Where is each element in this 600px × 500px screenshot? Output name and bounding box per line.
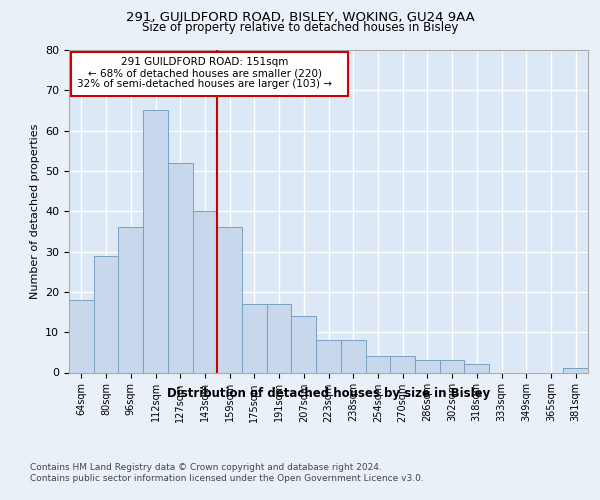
Text: 291 GUILDFORD ROAD: 151sqm: 291 GUILDFORD ROAD: 151sqm [121, 58, 289, 68]
Bar [94, 256, 118, 372]
Bar [193, 211, 217, 372]
Bar [118, 228, 143, 372]
Bar [563, 368, 588, 372]
Bar [341, 340, 365, 372]
Text: Contains public sector information licensed under the Open Government Licence v3: Contains public sector information licen… [30, 474, 424, 483]
Y-axis label: Number of detached properties: Number of detached properties [29, 124, 40, 299]
Bar [390, 356, 415, 372]
Bar [440, 360, 464, 372]
Text: Size of property relative to detached houses in Bisley: Size of property relative to detached ho… [142, 22, 458, 35]
Text: Contains HM Land Registry data © Crown copyright and database right 2024.: Contains HM Land Registry data © Crown c… [30, 462, 382, 471]
Bar [267, 304, 292, 372]
Bar [71, 52, 348, 96]
Bar [292, 316, 316, 372]
Bar [415, 360, 440, 372]
Bar [69, 300, 94, 372]
Text: 291, GUILDFORD ROAD, BISLEY, WOKING, GU24 9AA: 291, GUILDFORD ROAD, BISLEY, WOKING, GU2… [125, 11, 475, 24]
Bar [365, 356, 390, 372]
Bar [143, 110, 168, 372]
Bar [316, 340, 341, 372]
Text: 32% of semi-detached houses are larger (103) →: 32% of semi-detached houses are larger (… [77, 79, 332, 89]
Bar [168, 163, 193, 372]
Bar [242, 304, 267, 372]
Text: Distribution of detached houses by size in Bisley: Distribution of detached houses by size … [167, 388, 490, 400]
Bar [464, 364, 489, 372]
Text: ← 68% of detached houses are smaller (220): ← 68% of detached houses are smaller (22… [88, 68, 322, 78]
Bar [217, 228, 242, 372]
